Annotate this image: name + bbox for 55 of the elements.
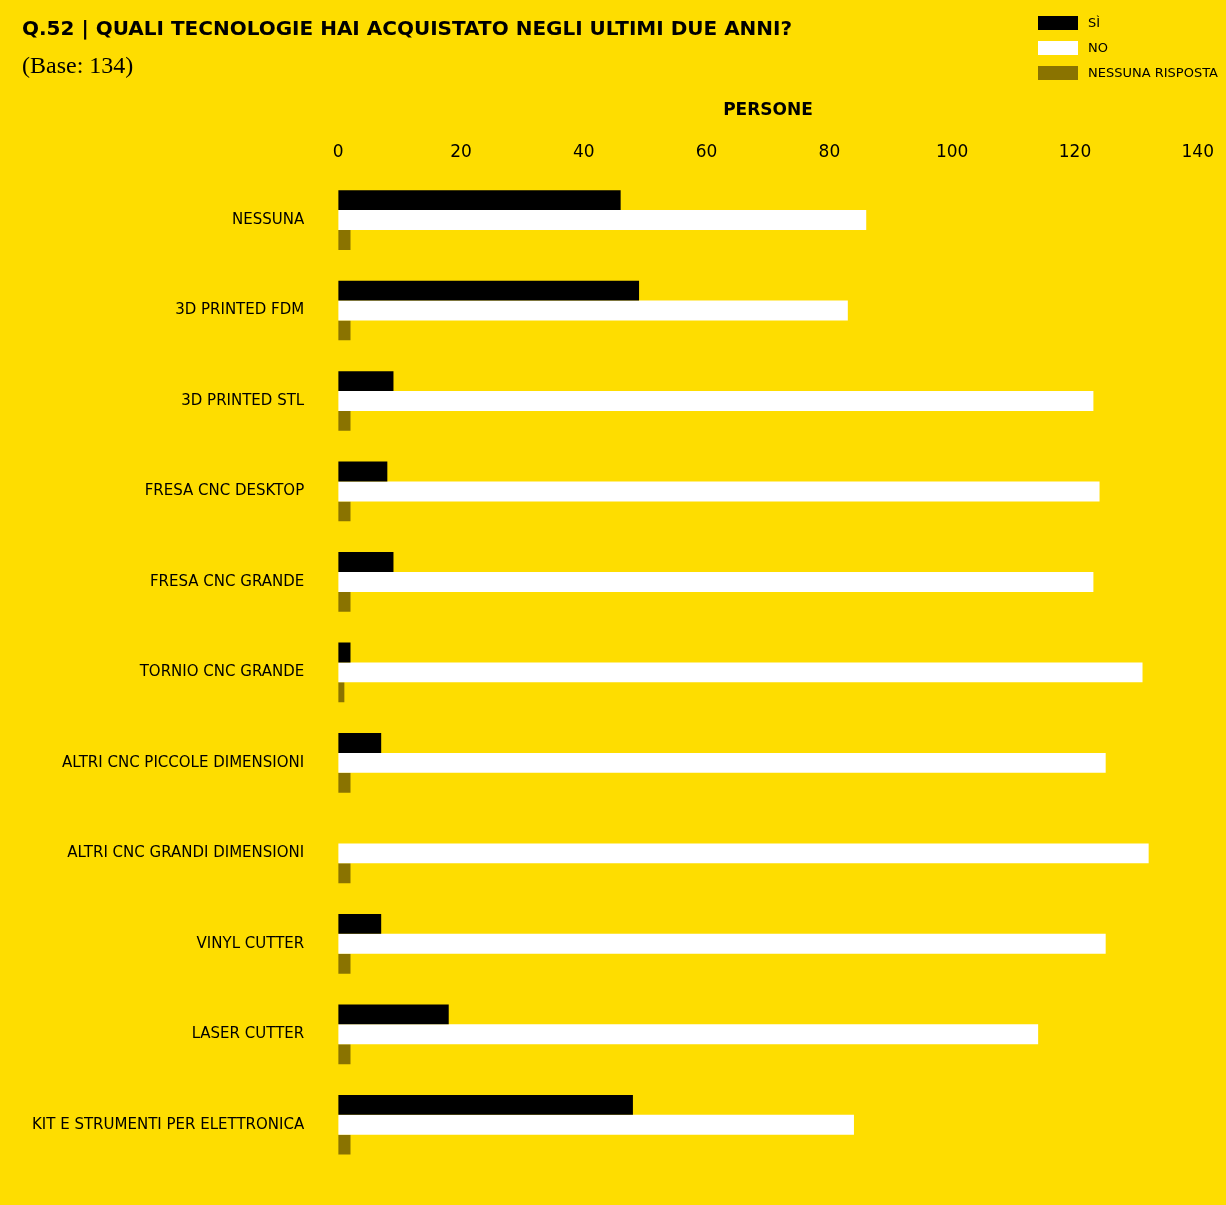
bar <box>338 280 640 301</box>
legend-label: NO <box>1088 40 1108 55</box>
bar <box>338 953 351 974</box>
bar <box>338 1024 1039 1045</box>
bar <box>338 662 1143 683</box>
bar <box>338 410 351 431</box>
bar <box>338 752 1106 773</box>
text: (Base: 134) <box>22 52 134 79</box>
x-tick-label: 40 <box>572 141 595 162</box>
bar <box>338 552 394 572</box>
bar <box>338 501 351 522</box>
y-tick-label: ALTRI CNC GRANDI DIMENSIONI <box>67 843 305 862</box>
y-tick-label: KIT E STRUMENTI PER ELETTRONICA <box>31 1114 305 1133</box>
y-tick-label: FRESA CNC DESKTOP <box>144 481 305 500</box>
x-tick-label: 80 <box>818 141 841 162</box>
bar <box>338 863 351 884</box>
bar <box>338 571 1094 592</box>
y-tick-label: NESSUNA <box>232 209 305 228</box>
bar <box>338 1134 351 1155</box>
y-tick-label: FRESA CNC GRANDE <box>149 571 305 590</box>
bar <box>338 190 621 211</box>
bar <box>338 300 848 321</box>
x-tick-label: 0 <box>332 141 344 162</box>
bar <box>338 1094 633 1115</box>
bar <box>338 481 1100 502</box>
bar <box>338 772 351 793</box>
legend-label: SÌ <box>1088 15 1101 30</box>
chart-title: Q.52 | QUALI TECNOLOGIE HAI ACQUISTATO NEGLI ULTIMI DUE ANNI? <box>22 16 793 40</box>
x-tick-label: 20 <box>450 141 472 162</box>
x-tick-label: 60 <box>695 141 718 162</box>
y-tick-label: VINYL CUTTER <box>196 933 305 952</box>
x-tick-label: 140 <box>1181 141 1214 162</box>
legend-label: NESSUNA RISPOSTA <box>1088 65 1218 80</box>
bar <box>338 371 394 392</box>
y-tick-label: 3D PRINTED STL <box>181 390 305 409</box>
bar <box>338 391 1094 411</box>
y-tick-label: 3D PRINTED FDM <box>175 300 305 319</box>
bar <box>338 1004 449 1025</box>
bar <box>338 913 382 934</box>
x-axis-title: PERSONE <box>723 98 813 119</box>
bar <box>338 1114 854 1135</box>
bar <box>338 591 351 612</box>
y-tick-label: TORNIO CNC GRANDE <box>138 662 305 681</box>
x-tick-label: 100 <box>935 141 969 162</box>
bar <box>338 461 388 482</box>
y-tick-label: ALTRI CNC PICCOLE DIMENSIONI <box>62 752 305 771</box>
bar <box>338 843 1149 864</box>
x-tick-label: 120 <box>1058 141 1092 162</box>
bar <box>338 229 351 250</box>
bar <box>338 733 382 753</box>
bar <box>338 1044 351 1065</box>
bar <box>338 210 867 230</box>
bar <box>338 320 351 341</box>
y-tick-label: LASER CUTTER <box>191 1024 305 1043</box>
bar <box>338 933 1106 954</box>
